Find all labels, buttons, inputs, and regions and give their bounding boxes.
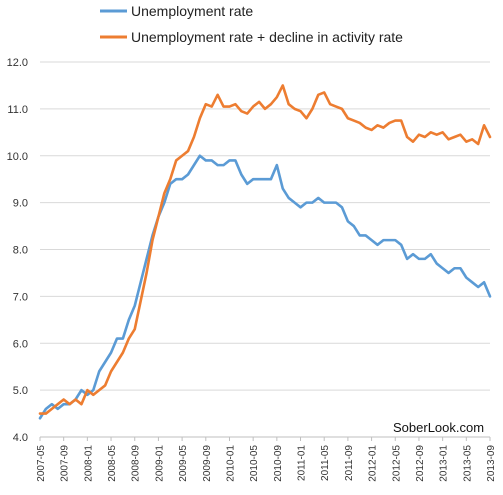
y-tick-label: 8.0 [13,245,28,257]
x-tick-label: 2010-01 [225,445,236,482]
x-tick-label: 2013-05 [462,445,473,482]
x-tick-label: 2011-01 [297,445,308,481]
x-tick-label: 2007-05 [36,445,47,482]
x-tick-label: 2008-01 [83,445,94,482]
y-tick-label: 11.0 [7,104,28,116]
x-tick-label: 2009-05 [178,445,189,482]
x-axis-ticks: 2007-05 2007-09 2008-01 2008-05 2008-09 2009-… [36,437,497,482]
legend: Unemployment rate Unemployment rate + de… [100,3,403,45]
x-tick-label: 2009-09 [202,445,213,482]
legend-label-unemployment-rate: Unemployment rate [131,3,253,19]
series-line-unemployment-rate [38,154,492,420]
y-tick-label: 7.0 [13,291,28,303]
x-tick-label: 2010-09 [273,445,284,482]
y-axis-ticks: 4.0 5.0 6.0 7.0 8.0 9.0 10.0 11.0 12.0 [7,57,28,444]
y-tick-label: 9.0 [13,198,28,210]
x-tick-label: 2013-09 [486,445,497,482]
watermark-text: SoberLook.com [393,420,484,435]
x-tick-label: 2009-01 [154,445,165,482]
series-lines [38,84,492,420]
x-tick-label: 2012-05 [391,445,402,482]
y-tick-label: 6.0 [13,338,28,350]
series-line-unemployment-plus-activity [38,84,492,415]
y-tick-label: 4.0 [13,432,28,444]
x-tick-label: 2011-09 [344,445,355,481]
y-tick-label: 12.0 [7,57,28,69]
y-tick-label: 5.0 [13,385,28,397]
x-tick-label: 2007-09 [60,445,71,482]
x-tick-label: 2008-05 [107,445,118,482]
y-tick-label: 10.0 [7,151,28,163]
x-tick-label: 2013-01 [439,445,450,482]
x-tick-label: 2008-09 [131,445,142,482]
x-tick-label: 2010-05 [249,445,260,482]
x-tick-label: 2012-09 [415,445,426,482]
gridlines [40,61,490,391]
x-tick-label: 2012-01 [368,445,379,482]
x-tick-label: 2011-05 [320,445,331,481]
legend-label-unemployment-plus-activity: Unemployment rate + decline in activity … [131,29,403,45]
